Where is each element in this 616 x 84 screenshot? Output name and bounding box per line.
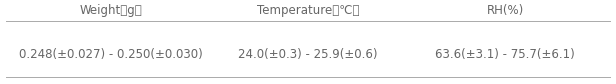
Text: 63.6(±3.1) - 75.7(±6.1): 63.6(±3.1) - 75.7(±6.1) xyxy=(436,48,575,61)
Text: Weight（g）: Weight（g） xyxy=(79,4,142,17)
Text: RH(%): RH(%) xyxy=(487,4,524,17)
Text: 0.248(±0.027) - 0.250(±0.030): 0.248(±0.027) - 0.250(±0.030) xyxy=(19,48,203,61)
Text: 24.0(±0.3) - 25.9(±0.6): 24.0(±0.3) - 25.9(±0.6) xyxy=(238,48,378,61)
Text: Temperature（℃）: Temperature（℃） xyxy=(257,4,359,17)
